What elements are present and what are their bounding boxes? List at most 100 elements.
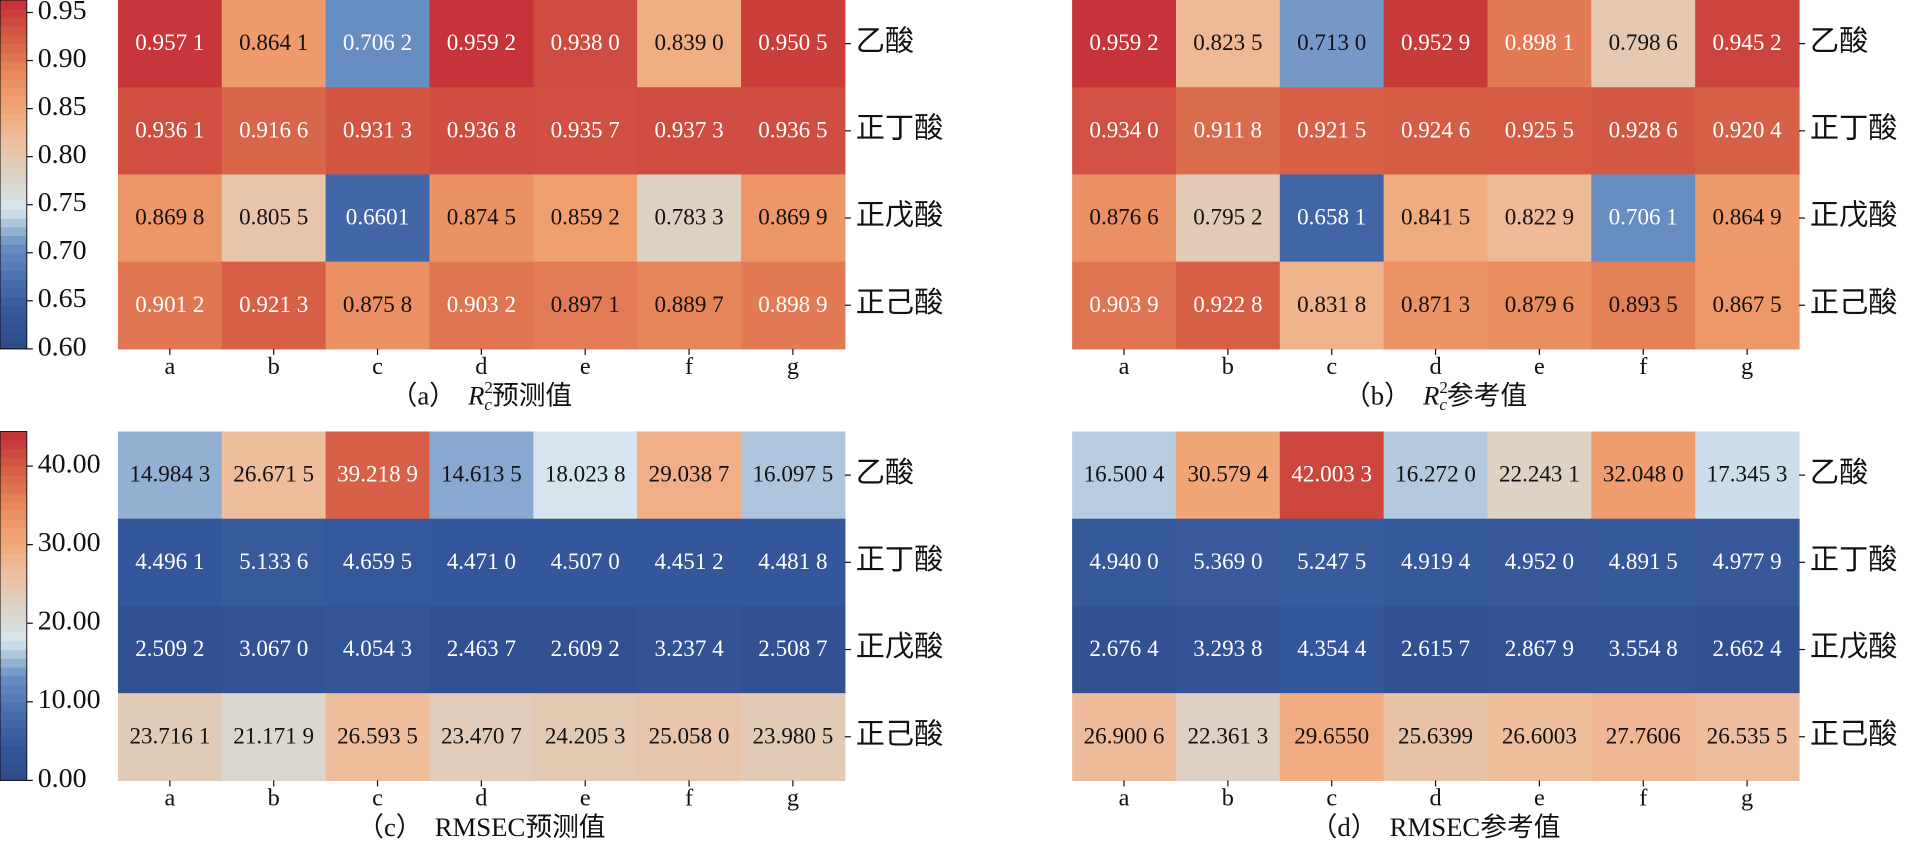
cell-label: 2.615 7: [1401, 635, 1470, 661]
cell-label: 0.898 1: [1505, 29, 1574, 55]
colorbar-tick-label: 0.60: [38, 331, 87, 362]
colorbar-segment: [0, 649, 27, 659]
colorbar: 0.60 0.65 0.70 0.75 0.80 0.85 0.90 0.95: [0, 0, 87, 362]
cell-label: 25.058 0: [649, 722, 730, 748]
colorbar-segment: [0, 448, 27, 459]
cell-label: 0.903 2: [447, 291, 516, 317]
heatmap-cell: [1175, 174, 1281, 263]
row-label: 正丁酸: [856, 543, 943, 576]
heatmap-cell: [1279, 693, 1385, 781]
colorbar-segment: [0, 597, 27, 607]
caption-subscript: c: [484, 395, 492, 414]
colorbar-tick-label: 10.00: [38, 684, 101, 715]
heatmap-cell: [1072, 174, 1177, 263]
colorbar-segment: [0, 52, 27, 62]
x-tick-label: f: [685, 784, 694, 811]
x-tick-label: d: [1429, 353, 1441, 380]
heatmap-cell: [740, 261, 846, 350]
cell-label: 26.535 5: [1707, 722, 1788, 748]
colorbar-segment: [0, 640, 27, 651]
heatmap-cell: [1383, 518, 1489, 607]
heatmap-cell: [221, 174, 327, 263]
colorbar-segment: [0, 218, 27, 228]
cell-label: 0.916 6: [239, 116, 308, 142]
heatmap-cell: [325, 431, 431, 520]
caption-symbol: R: [1422, 381, 1439, 411]
heatmap-cell: [1487, 518, 1592, 607]
colorbar-segment: [0, 483, 27, 494]
cell-label: 0.889 7: [654, 291, 723, 317]
panel-caption: （c） RMSEC预测值: [357, 812, 605, 842]
x-tick-label: b: [1222, 784, 1234, 811]
cell-label: 0.934 0: [1089, 116, 1158, 142]
colorbar-segment: [0, 61, 27, 71]
colorbar-segment: [0, 684, 27, 694]
caption-text: RMSEC参考值: [1390, 812, 1561, 842]
colorbar-tick-label: 0.95: [38, 0, 87, 26]
x-tick-label: a: [1119, 353, 1130, 380]
colorbar-segment: [0, 675, 27, 686]
colorbar-segment: [0, 209, 27, 219]
colorbar-segment: [0, 200, 27, 210]
row-label: 正丁酸: [1810, 543, 1897, 576]
heatmap-cell: [1175, 0, 1281, 88]
heatmap-cell: [117, 431, 223, 520]
heatmap-panel: 0.957 1 0.864 1 0.706 2 0.959 2 0.938 0 0.839…: [117, 0, 943, 414]
heatmap-cell: [637, 87, 742, 176]
cell-label: 0.957 1: [135, 29, 204, 55]
cell-label: 4.952 0: [1505, 548, 1574, 574]
cell-label: 0.936 1: [135, 116, 204, 142]
cell-label: 0.924 6: [1401, 116, 1470, 142]
row-label: 正戊酸: [856, 199, 943, 232]
colorbar-segment: [0, 536, 27, 546]
cell-label: 27.7606: [1606, 722, 1681, 748]
cell-label: 14.984 3: [129, 461, 210, 487]
heatmap-cell: [1175, 518, 1281, 607]
cell-label: 0.901 2: [135, 291, 204, 317]
caption-label: （c）: [357, 812, 422, 842]
cell-label: 4.471 0: [447, 548, 516, 574]
heatmap-cell: [637, 261, 742, 350]
x-tick-label: b: [268, 353, 280, 380]
cell-label: 5.133 6: [239, 548, 308, 574]
colorbar-segment: [0, 527, 27, 537]
colorbar-tick-label: 0.65: [38, 283, 87, 314]
colorbar-segment: [0, 235, 27, 245]
colorbar-segment: [0, 43, 27, 53]
colorbar-segment: [0, 701, 27, 712]
heatmap-cell: [740, 693, 846, 781]
caption-text: 参考值: [1447, 381, 1527, 411]
heatmap-cell: [1487, 431, 1592, 520]
colorbar-segment: [0, 17, 27, 27]
cell-label: 14.613 5: [441, 461, 522, 487]
heatmap-cell: [325, 693, 431, 781]
x-tick-label: c: [1326, 784, 1337, 811]
x-tick-label: c: [1326, 353, 1337, 380]
colorbar-segment: [0, 113, 27, 123]
x-tick-label: g: [787, 784, 799, 811]
cell-label: 4.354 4: [1297, 635, 1367, 661]
heatmap-cell: [325, 174, 431, 263]
colorbar-segment: [0, 553, 27, 563]
caption-superscript: 2: [1439, 378, 1448, 397]
cell-label: 0.875 8: [343, 291, 412, 317]
row-label: 乙酸: [1810, 456, 1868, 489]
cell-label: 26.6003: [1502, 722, 1577, 748]
heatmap-cell: [221, 518, 327, 607]
cell-label: 0.798 6: [1609, 29, 1678, 55]
cell-label: 0.920 4: [1712, 116, 1782, 142]
heatmap-cell: [1383, 431, 1489, 520]
cell-label: 4.496 1: [135, 548, 204, 574]
cell-label: 3.554 8: [1609, 635, 1678, 661]
heatmap-cell: [117, 87, 223, 176]
row-label: 正丁酸: [1810, 112, 1897, 145]
cell-label: 29.6550: [1294, 722, 1369, 748]
cell-label: 2.676 4: [1089, 635, 1159, 661]
heatmap-cell: [1175, 261, 1281, 350]
cell-label: 22.243 1: [1499, 461, 1580, 487]
colorbar-segment: [0, 745, 27, 755]
cell-label: 0.935 7: [551, 116, 620, 142]
row-label: 正戊酸: [1810, 630, 1897, 663]
heatmap-panel: 16.500 4 30.579 4 42.003 3 16.272 0 22.243 1…: [1072, 431, 1897, 842]
colorbar-segment: [0, 0, 27, 10]
